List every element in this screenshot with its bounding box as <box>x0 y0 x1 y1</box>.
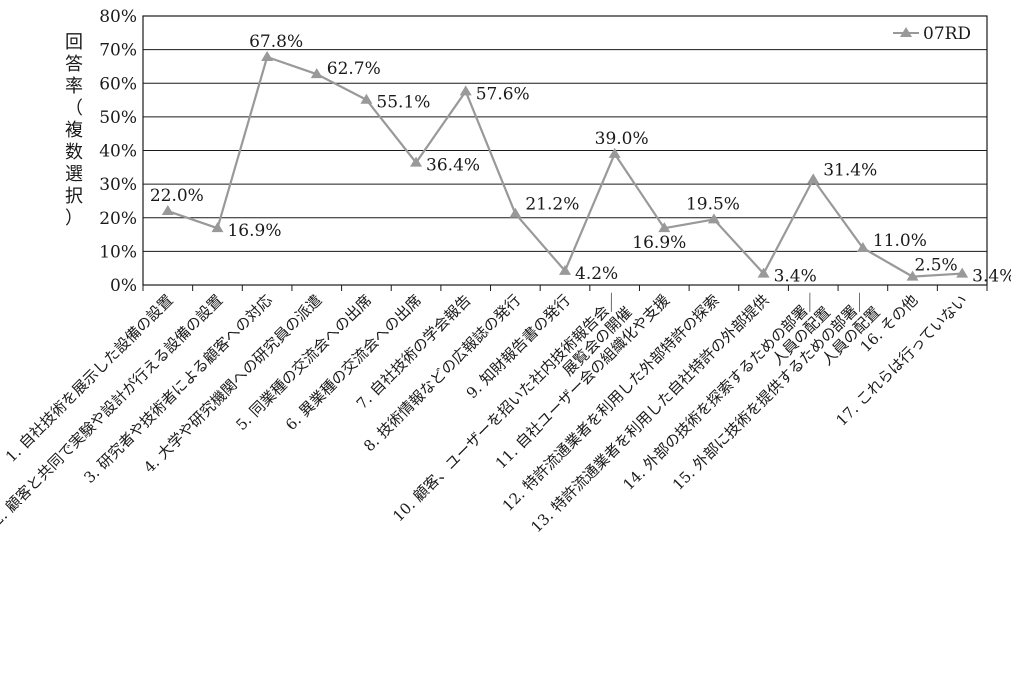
y-axis-label-char: 択 <box>65 186 83 207</box>
data-label: 22.0% <box>150 186 204 206</box>
plot-area <box>142 15 988 286</box>
gridlines <box>143 49 987 252</box>
y-tick-label: 20% <box>99 209 137 229</box>
data-label: 39.0% <box>595 129 649 149</box>
data-label: 67.8% <box>249 32 303 52</box>
data-label: 57.6% <box>476 84 530 104</box>
data-label: 2.5% <box>915 256 958 276</box>
y-axis-label-char: （ <box>65 98 83 119</box>
series-07rd <box>161 51 969 281</box>
data-point-triangle <box>410 156 423 167</box>
data-point-triangle <box>261 51 274 62</box>
y-tick-label: 70% <box>99 41 137 61</box>
data-point-triangle <box>608 147 621 158</box>
legend: 07RD <box>893 24 971 44</box>
data-point-triangle <box>360 93 373 104</box>
data-point-triangle <box>559 264 571 275</box>
data-point-triangle <box>856 242 869 253</box>
data-labels: 22.0% 16.9% 67.8% 62.7% 55.1% 36.4% 57.6% 21.2%… <box>150 32 1011 287</box>
y-tick-label: 50% <box>99 108 137 128</box>
data-label: 4.2% <box>575 264 618 284</box>
category-label-text: 4. 大学や研究機関への研究員の派遣 <box>140 291 325 476</box>
y-axis-label-char: 答 <box>65 54 83 75</box>
data-label: 55.1% <box>376 93 430 113</box>
data-label: 21.2% <box>525 195 579 215</box>
data-label: 31.4% <box>823 160 877 180</box>
y-axis-label-char: 回 <box>65 32 83 53</box>
data-point-triangle <box>707 213 720 224</box>
y-axis-label-char: ） <box>65 208 83 229</box>
data-label: 16.9% <box>227 221 281 241</box>
data-point-triangle <box>658 222 671 233</box>
category-label-text: 10. 顧客、ユーザーを招いた社内技術報告会／ <box>389 291 623 525</box>
category-label: 4. 大学や研究機関への研究員の派遣 <box>140 291 325 476</box>
x-axis-ticks <box>142 285 988 291</box>
data-label: 3.4% <box>972 267 1011 287</box>
category-label: 3. 研究者や技術者による顧客への対応 <box>80 291 276 487</box>
category-label: 2. 顧客と共同で実験や設計が行える設備の設置 <box>0 291 226 529</box>
data-point-triangle <box>757 267 770 278</box>
y-tick-label: 40% <box>99 142 137 162</box>
y-tick-label: 10% <box>99 242 137 262</box>
data-point-triangle <box>211 222 224 233</box>
legend-label: 07RD <box>923 24 971 44</box>
y-tick-label: 30% <box>99 175 137 195</box>
data-point-triangle <box>459 85 472 96</box>
data-point-triangle <box>509 207 522 218</box>
y-axis-label-char: 率 <box>65 76 83 97</box>
data-point-triangle <box>807 173 820 184</box>
y-axis-label-char: 選 <box>65 164 83 185</box>
y-tick-label: 60% <box>99 74 137 94</box>
data-label: 11.0% <box>873 231 927 251</box>
data-label: 19.5% <box>686 194 740 214</box>
y-tick-label: 80% <box>99 7 137 27</box>
legend-marker-triangle-icon <box>900 27 912 37</box>
data-point-triangle <box>956 267 969 278</box>
data-label: 36.4% <box>426 156 480 176</box>
y-tick-label: 0% <box>110 276 137 296</box>
y-axis-label-char: 複 <box>65 120 83 141</box>
data-point-triangle <box>161 205 174 216</box>
data-label: 62.7% <box>327 59 381 79</box>
y-axis-label-char: 数 <box>65 142 83 163</box>
data-label: 3.4% <box>774 267 817 287</box>
category-label-text: 2. 顧客と共同で実験や設計が行える設備の設置 <box>0 291 226 529</box>
y-axis-ticks: 0% 10% 20% 30% 40% 50% 60% 70% 80% <box>99 7 137 296</box>
data-label: 16.9% <box>632 233 686 253</box>
data-point-triangle <box>906 270 919 281</box>
category-label-text: 3. 研究者や技術者による顧客への対応 <box>80 291 276 487</box>
data-point-triangle <box>310 68 323 79</box>
